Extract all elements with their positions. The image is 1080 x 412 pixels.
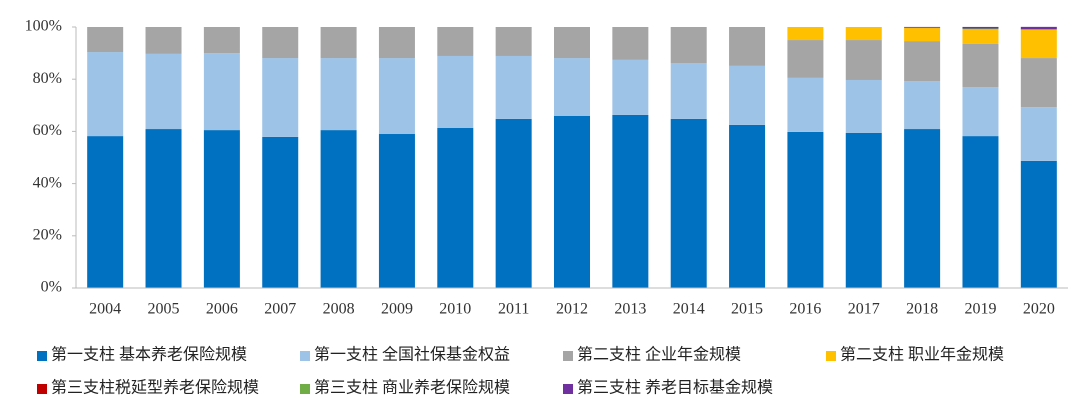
bar-segment (320, 27, 357, 59)
bar-segment (1020, 58, 1057, 108)
legend-label: 第三支柱 商业养老保险规模 (314, 379, 510, 397)
bar-segment (87, 27, 124, 53)
bar-segment (845, 27, 882, 41)
bar-segment (378, 27, 415, 59)
bar-segment (1020, 160, 1057, 288)
bar-segment (203, 27, 240, 54)
bar-segment (262, 58, 299, 137)
x-tick-label: 2005 (148, 301, 180, 318)
legend-swatch (563, 384, 573, 394)
legend-swatch (300, 351, 310, 361)
x-tick-label: 2017 (848, 301, 880, 318)
legend-label: 第二支柱 职业年金规模 (840, 346, 1004, 364)
bar-segment (554, 116, 590, 288)
x-tick-label: 2004 (89, 301, 121, 318)
legend-swatch (37, 351, 47, 361)
bar-segment (554, 58, 590, 117)
x-tick-label: 2010 (439, 301, 471, 318)
bar-segment (962, 87, 999, 137)
bar-segment (787, 40, 824, 78)
bar-segment (904, 28, 941, 42)
bar-segment (962, 28, 999, 30)
bar-segment (1020, 107, 1057, 161)
bar-segment (1020, 29, 1057, 59)
bar-segment (962, 29, 999, 44)
bar-segment (437, 128, 474, 288)
bar-segment (145, 27, 182, 54)
bar-segment (670, 27, 707, 64)
legend-swatch (563, 351, 573, 361)
y-tick-label: 0% (41, 279, 62, 296)
bar-segment (495, 27, 532, 56)
bar-segment (729, 65, 766, 125)
x-tick-label: 2018 (906, 301, 938, 318)
legend-label: 第三支柱税延型养老保险规模 (51, 379, 259, 397)
y-tick-label: 40% (33, 174, 62, 191)
bar-segment (729, 124, 766, 288)
bar-segment (1020, 26, 1057, 30)
bar-segment (320, 130, 357, 288)
legend-label: 第一支柱 全国社保基金权益 (314, 346, 510, 364)
x-tick-label: 2015 (731, 301, 763, 318)
bar-segment (845, 132, 882, 288)
bar-segment (378, 58, 415, 135)
bar-segment (145, 53, 182, 130)
legend-label: 第二支柱 企业年金规模 (577, 346, 741, 364)
bar-segment (320, 58, 357, 131)
bar-segment (904, 26, 941, 28)
x-tick-label: 2020 (1023, 301, 1055, 318)
y-tick-label: 60% (33, 122, 62, 139)
x-tick-label: 2008 (323, 301, 355, 318)
bar-segment (262, 27, 299, 59)
legend-label: 第一支柱 基本养老保险规模 (51, 346, 247, 364)
bar-segment (612, 59, 649, 115)
bar-segment (262, 136, 299, 288)
bar-segment (437, 27, 474, 56)
x-tick-label: 2014 (673, 301, 705, 318)
bar-segment (495, 118, 532, 288)
x-tick-label: 2013 (614, 301, 646, 318)
x-tick-label: 2007 (264, 301, 296, 318)
bar-segment (904, 41, 941, 82)
bar-segment (729, 27, 766, 66)
x-tick-label: 2012 (556, 301, 588, 318)
y-tick-label: 80% (33, 70, 62, 87)
bar-segment (87, 136, 124, 288)
bar-segment (1020, 29, 1057, 30)
bar-segment (87, 52, 124, 137)
legend-swatch (300, 384, 310, 394)
bar-segment (787, 131, 824, 288)
legend-swatch (37, 384, 47, 394)
bar-segment (670, 63, 707, 119)
bar-segment (962, 26, 999, 29)
legend-swatch (826, 351, 836, 361)
x-tick-label: 2011 (498, 301, 529, 318)
bar-segment (437, 55, 474, 129)
bar-segment (612, 27, 649, 60)
bar-segment (145, 129, 182, 288)
bar-segment (962, 43, 999, 88)
bar-segment (203, 53, 240, 131)
y-tick-label: 20% (33, 226, 62, 243)
bar-segment (904, 129, 941, 288)
bar-segment (904, 81, 941, 130)
bar-segment (554, 27, 590, 59)
bar-segment (787, 27, 824, 41)
legend-label: 第三支柱 养老目标基金规模 (577, 379, 773, 397)
bar-segment (670, 118, 707, 288)
x-tick-label: 2009 (381, 301, 413, 318)
bar-segment (845, 40, 882, 80)
bar-segment (495, 55, 532, 119)
bar-segment (962, 136, 999, 288)
x-tick-label: 2006 (206, 301, 238, 318)
x-tick-label: 2016 (789, 301, 821, 318)
y-tick-label: 100% (25, 18, 62, 35)
bar-segment (378, 134, 415, 288)
bar-segment (787, 77, 824, 132)
x-tick-label: 2019 (964, 301, 996, 318)
bar-segment (203, 130, 240, 288)
bar-segment (845, 79, 882, 133)
bar-segment (612, 114, 649, 288)
